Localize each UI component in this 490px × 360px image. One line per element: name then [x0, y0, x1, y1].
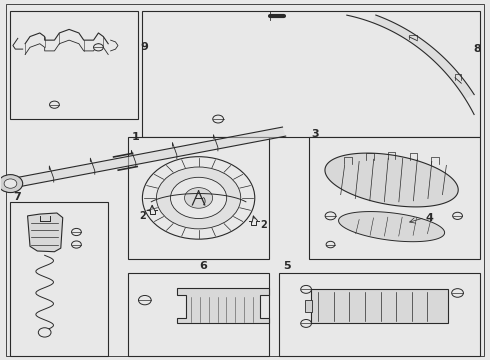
Text: 1: 1	[132, 132, 139, 142]
Bar	[128, 137, 270, 259]
Circle shape	[171, 177, 227, 219]
Circle shape	[49, 101, 59, 108]
Polygon shape	[339, 212, 444, 242]
Text: 4: 4	[426, 213, 434, 222]
Circle shape	[94, 44, 103, 51]
Bar	[143, 12, 480, 137]
Circle shape	[453, 212, 463, 220]
Circle shape	[156, 167, 241, 229]
Circle shape	[213, 115, 223, 123]
Circle shape	[38, 328, 51, 337]
Circle shape	[72, 228, 81, 235]
Circle shape	[452, 289, 464, 297]
Text: 6: 6	[199, 261, 207, 271]
Circle shape	[4, 179, 17, 188]
Polygon shape	[27, 213, 63, 252]
Polygon shape	[372, 15, 474, 99]
Polygon shape	[176, 288, 270, 323]
Circle shape	[72, 241, 81, 248]
Bar	[279, 273, 480, 356]
Text: 9: 9	[140, 42, 148, 52]
Text: 3: 3	[311, 129, 318, 139]
Bar	[10, 202, 108, 356]
Text: 7: 7	[13, 192, 21, 202]
Circle shape	[301, 285, 312, 293]
Polygon shape	[9, 127, 286, 188]
Circle shape	[139, 296, 151, 305]
Polygon shape	[325, 153, 458, 207]
Bar	[128, 273, 270, 356]
Circle shape	[185, 188, 213, 208]
Circle shape	[325, 212, 336, 220]
Bar	[311, 289, 448, 323]
Text: 8: 8	[473, 44, 481, 54]
Circle shape	[143, 157, 255, 239]
Circle shape	[301, 319, 312, 327]
Circle shape	[326, 241, 335, 248]
Bar	[309, 137, 480, 259]
Bar	[305, 300, 313, 311]
Text: 2: 2	[261, 220, 268, 230]
Text: 2: 2	[140, 211, 147, 221]
Text: 5: 5	[283, 261, 291, 271]
Circle shape	[0, 175, 23, 193]
Bar	[10, 12, 138, 119]
